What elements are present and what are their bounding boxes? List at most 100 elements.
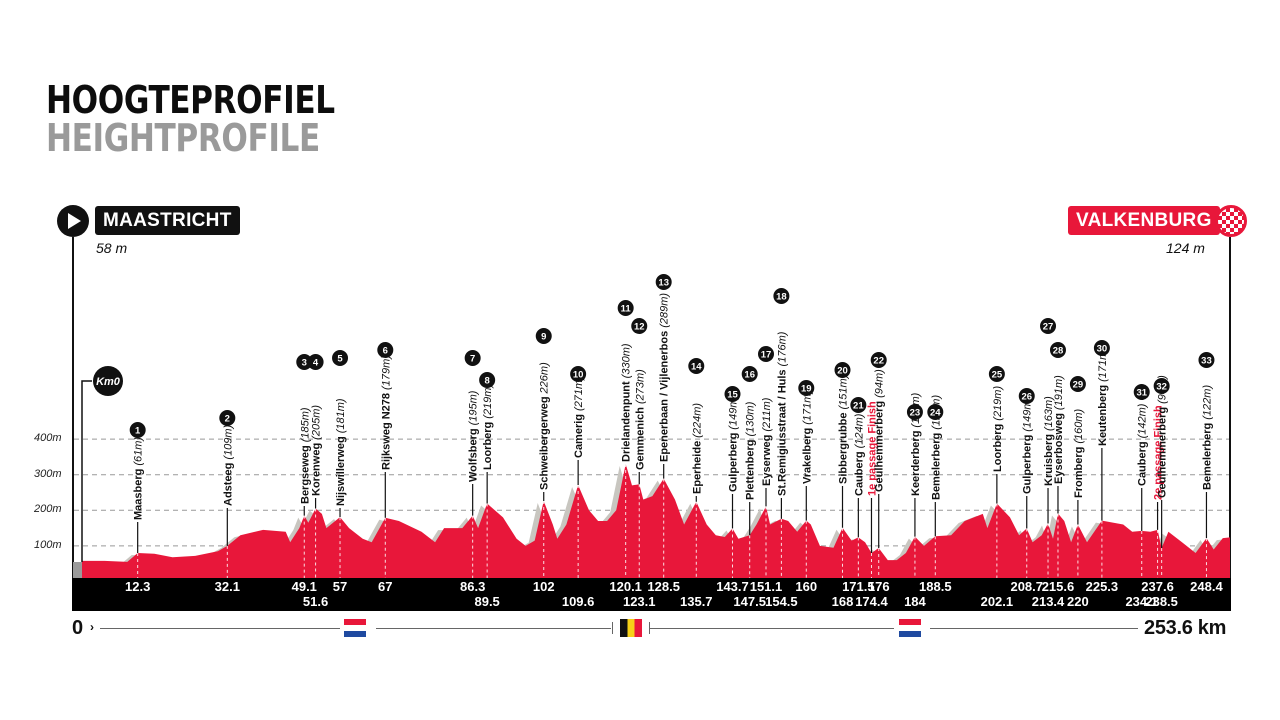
nl-flag-icon bbox=[899, 619, 921, 637]
svg-text:Geulhemmerberg(94m): Geulhemmerberg(94m) bbox=[874, 369, 886, 492]
svg-text:Camerig(271m): Camerig(271m) bbox=[573, 376, 585, 458]
svg-text:St.Remigiusstraat / Huls(176m): St.Remigiusstraat / Huls(176m) bbox=[776, 331, 788, 496]
km-marker-label: 51.6 bbox=[302, 594, 329, 609]
svg-text:24: 24 bbox=[930, 408, 941, 419]
km-marker-label: 220 bbox=[1067, 594, 1089, 609]
svg-text:2: 2 bbox=[225, 414, 230, 425]
km-marker-label: 238.5 bbox=[1145, 594, 1178, 609]
climb-leader-lines bbox=[137, 448, 1208, 554]
svg-text:21: 21 bbox=[853, 401, 864, 412]
y-tick-400: 400m bbox=[34, 432, 62, 444]
svg-text:Maasberg(61m): Maasberg(61m) bbox=[133, 437, 145, 520]
km-marker-label: 174.4 bbox=[855, 594, 888, 609]
km-marker-label: 225.3 bbox=[1085, 579, 1119, 594]
svg-text:3: 3 bbox=[302, 358, 307, 369]
km-marker-label: 120.1 bbox=[609, 579, 642, 594]
km-axis-bar bbox=[72, 578, 1231, 611]
km-marker-label: 67 bbox=[378, 579, 393, 594]
svg-text:1e passage Finish: 1e passage Finish bbox=[866, 401, 878, 496]
svg-text:6: 6 bbox=[383, 346, 388, 357]
svg-text:Schweibergerweg226m): Schweibergerweg226m) bbox=[539, 362, 551, 490]
svg-text:25: 25 bbox=[992, 370, 1003, 381]
svg-text:Sibbergrubbe(151m): Sibbergrubbe(151m) bbox=[838, 374, 850, 484]
svg-text:Bergseweg(185m): Bergseweg(185m) bbox=[299, 407, 311, 504]
y-tick-100: 100m bbox=[34, 539, 62, 551]
start-line bbox=[72, 237, 74, 610]
svg-text:4: 4 bbox=[313, 358, 319, 369]
route-track bbox=[100, 628, 340, 629]
km-marker-label: 202.1 bbox=[980, 594, 1014, 609]
svg-text:Eyserbosweg(191m): Eyserbosweg(191m) bbox=[1053, 375, 1065, 484]
svg-text:Korenweg(205m): Korenweg(205m) bbox=[311, 405, 323, 496]
km-marker-label: 151.1 bbox=[749, 579, 783, 594]
svg-text:Kruisberg(163m): Kruisberg(163m) bbox=[1043, 396, 1055, 486]
svg-text:Epenerbaan / Vijlenerbos(289m): Epenerbaan / Vijlenerbos(289m) bbox=[659, 293, 671, 462]
be-flag-icon bbox=[620, 619, 642, 637]
svg-text:1: 1 bbox=[135, 426, 141, 437]
profile-area bbox=[82, 464, 1230, 579]
svg-text:28: 28 bbox=[1053, 346, 1064, 357]
arrow-right-icon: › bbox=[90, 620, 94, 634]
svg-text:Cauberg(124m): Cauberg(124m) bbox=[853, 413, 865, 496]
nl-flag-icon bbox=[344, 619, 366, 637]
svg-text:30: 30 bbox=[1097, 344, 1108, 355]
svg-text:Fromberg(160m): Fromberg(160m) bbox=[1073, 408, 1085, 498]
svg-text:8: 8 bbox=[485, 376, 490, 387]
route-track bbox=[930, 628, 1138, 629]
svg-text:18: 18 bbox=[776, 292, 787, 303]
svg-text:11: 11 bbox=[621, 304, 632, 315]
svg-text:32: 32 bbox=[1156, 382, 1167, 393]
km-marker-label: 248.4 bbox=[1190, 579, 1223, 594]
play-circle-icon bbox=[57, 205, 89, 237]
svg-text:Cauberg(142m): Cauberg(142m) bbox=[1137, 403, 1149, 486]
svg-text:Eyserweg(211m): Eyserweg(211m) bbox=[761, 397, 773, 486]
svg-text:7: 7 bbox=[470, 354, 475, 365]
distance-start: 0 bbox=[72, 617, 84, 639]
km-marker-label: 135.7 bbox=[680, 594, 713, 609]
y-tick-200: 200m bbox=[34, 503, 62, 515]
start-city-label: MAASTRICHT bbox=[95, 206, 240, 235]
svg-text:Km0: Km0 bbox=[96, 376, 121, 388]
svg-text:5: 5 bbox=[337, 354, 343, 365]
svg-text:16: 16 bbox=[744, 370, 755, 381]
svg-text:Gemmenich(273m): Gemmenich(273m) bbox=[634, 369, 646, 470]
svg-text:Nijswillerweg(181m): Nijswillerweg(181m) bbox=[335, 398, 347, 506]
km-marker-label: 12.3 bbox=[125, 579, 151, 594]
svg-text:Keutenberg(171m): Keutenberg(171m) bbox=[1097, 347, 1109, 446]
svg-text:Plettenberg(130m): Plettenberg(130m) bbox=[745, 401, 757, 500]
finish-elevation: 124 m bbox=[1166, 240, 1205, 256]
climb-labels: Maasberg(61m)1 Adsteeg(109m)2 Bergseweg(18… bbox=[129, 274, 1215, 520]
km-marker-label: 102 bbox=[532, 579, 555, 594]
svg-text:22: 22 bbox=[873, 356, 884, 367]
svg-text:Rijksweg N278(179m): Rijksweg N278(179m) bbox=[380, 355, 392, 470]
border-tick bbox=[612, 622, 613, 634]
km-marker-label: 208.7 bbox=[1010, 579, 1044, 594]
border-tick bbox=[649, 622, 650, 634]
km-marker-label: 237.6 bbox=[1141, 579, 1174, 594]
km-marker-label: 213.4 bbox=[1031, 594, 1065, 609]
checkered-flag-icon bbox=[1215, 205, 1247, 237]
svg-text:Wolfsberg(195m): Wolfsberg(195m) bbox=[468, 390, 480, 482]
svg-text:Gulperberg(149m): Gulperberg(149m) bbox=[728, 395, 740, 492]
km-marker-label: 89.5 bbox=[474, 594, 500, 609]
km-marker-label: 123.1 bbox=[622, 594, 656, 609]
km-marker-label: 171.5 bbox=[842, 579, 875, 594]
svg-text:Adsteeg(109m): Adsteeg(109m) bbox=[222, 424, 234, 506]
svg-text:23: 23 bbox=[910, 408, 921, 419]
svg-text:31: 31 bbox=[1136, 388, 1147, 399]
km-marker-label: 215.6 bbox=[1041, 579, 1075, 594]
svg-text:17: 17 bbox=[761, 350, 772, 361]
title-dutch: HOOGTEPROFIEL bbox=[46, 78, 335, 122]
svg-text:20: 20 bbox=[837, 366, 848, 377]
svg-text:15: 15 bbox=[727, 390, 738, 401]
km-marker-label: 143.7 bbox=[716, 579, 749, 594]
svg-text:9: 9 bbox=[541, 332, 546, 343]
km-marker-label: 154.5 bbox=[765, 594, 798, 609]
y-tick-300: 300m bbox=[34, 468, 62, 480]
km-marker-label: 86.3 bbox=[460, 579, 486, 594]
finish-line bbox=[1229, 237, 1231, 610]
distance-end: 253.6 km bbox=[1144, 617, 1227, 639]
svg-text:26: 26 bbox=[1021, 392, 1032, 403]
km0-marker: Km0 bbox=[81, 366, 123, 562]
